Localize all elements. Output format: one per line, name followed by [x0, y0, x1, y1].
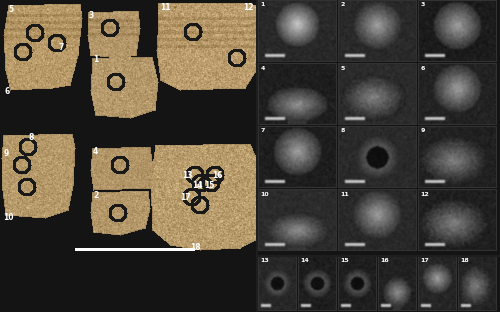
- Text: 11: 11: [160, 3, 171, 12]
- Text: 15: 15: [204, 181, 215, 189]
- Text: 8: 8: [340, 129, 345, 134]
- Text: 11: 11: [340, 192, 349, 197]
- Text: 14: 14: [300, 259, 309, 264]
- Text: 5: 5: [8, 4, 14, 13]
- Text: 14: 14: [192, 181, 203, 189]
- Text: 2: 2: [340, 2, 345, 7]
- Text: 12: 12: [244, 3, 254, 12]
- Text: 17: 17: [420, 259, 429, 264]
- Text: 3: 3: [88, 11, 94, 19]
- Text: 13: 13: [260, 259, 269, 264]
- Text: 5: 5: [340, 66, 345, 71]
- Text: 18: 18: [190, 243, 201, 252]
- Text: 3: 3: [420, 2, 425, 7]
- Text: 7: 7: [260, 129, 265, 134]
- Text: 8: 8: [28, 134, 34, 143]
- Text: 6: 6: [4, 87, 10, 96]
- Text: 16: 16: [212, 170, 223, 179]
- Text: 4: 4: [92, 147, 98, 155]
- Text: 4: 4: [260, 66, 265, 71]
- Text: 7: 7: [58, 42, 64, 51]
- Text: 10: 10: [260, 192, 269, 197]
- Text: 2: 2: [94, 191, 99, 199]
- Text: 1: 1: [260, 2, 265, 7]
- Text: 12: 12: [420, 192, 429, 197]
- Text: 9: 9: [4, 149, 9, 158]
- Text: 17: 17: [180, 193, 191, 202]
- Text: 16: 16: [380, 259, 389, 264]
- Text: 18: 18: [460, 259, 469, 264]
- Text: 15: 15: [340, 259, 349, 264]
- Text: 13: 13: [182, 170, 193, 179]
- Text: 6: 6: [420, 66, 425, 71]
- Text: 1: 1: [94, 56, 99, 65]
- Text: 10: 10: [4, 213, 14, 222]
- Text: 9: 9: [420, 129, 425, 134]
